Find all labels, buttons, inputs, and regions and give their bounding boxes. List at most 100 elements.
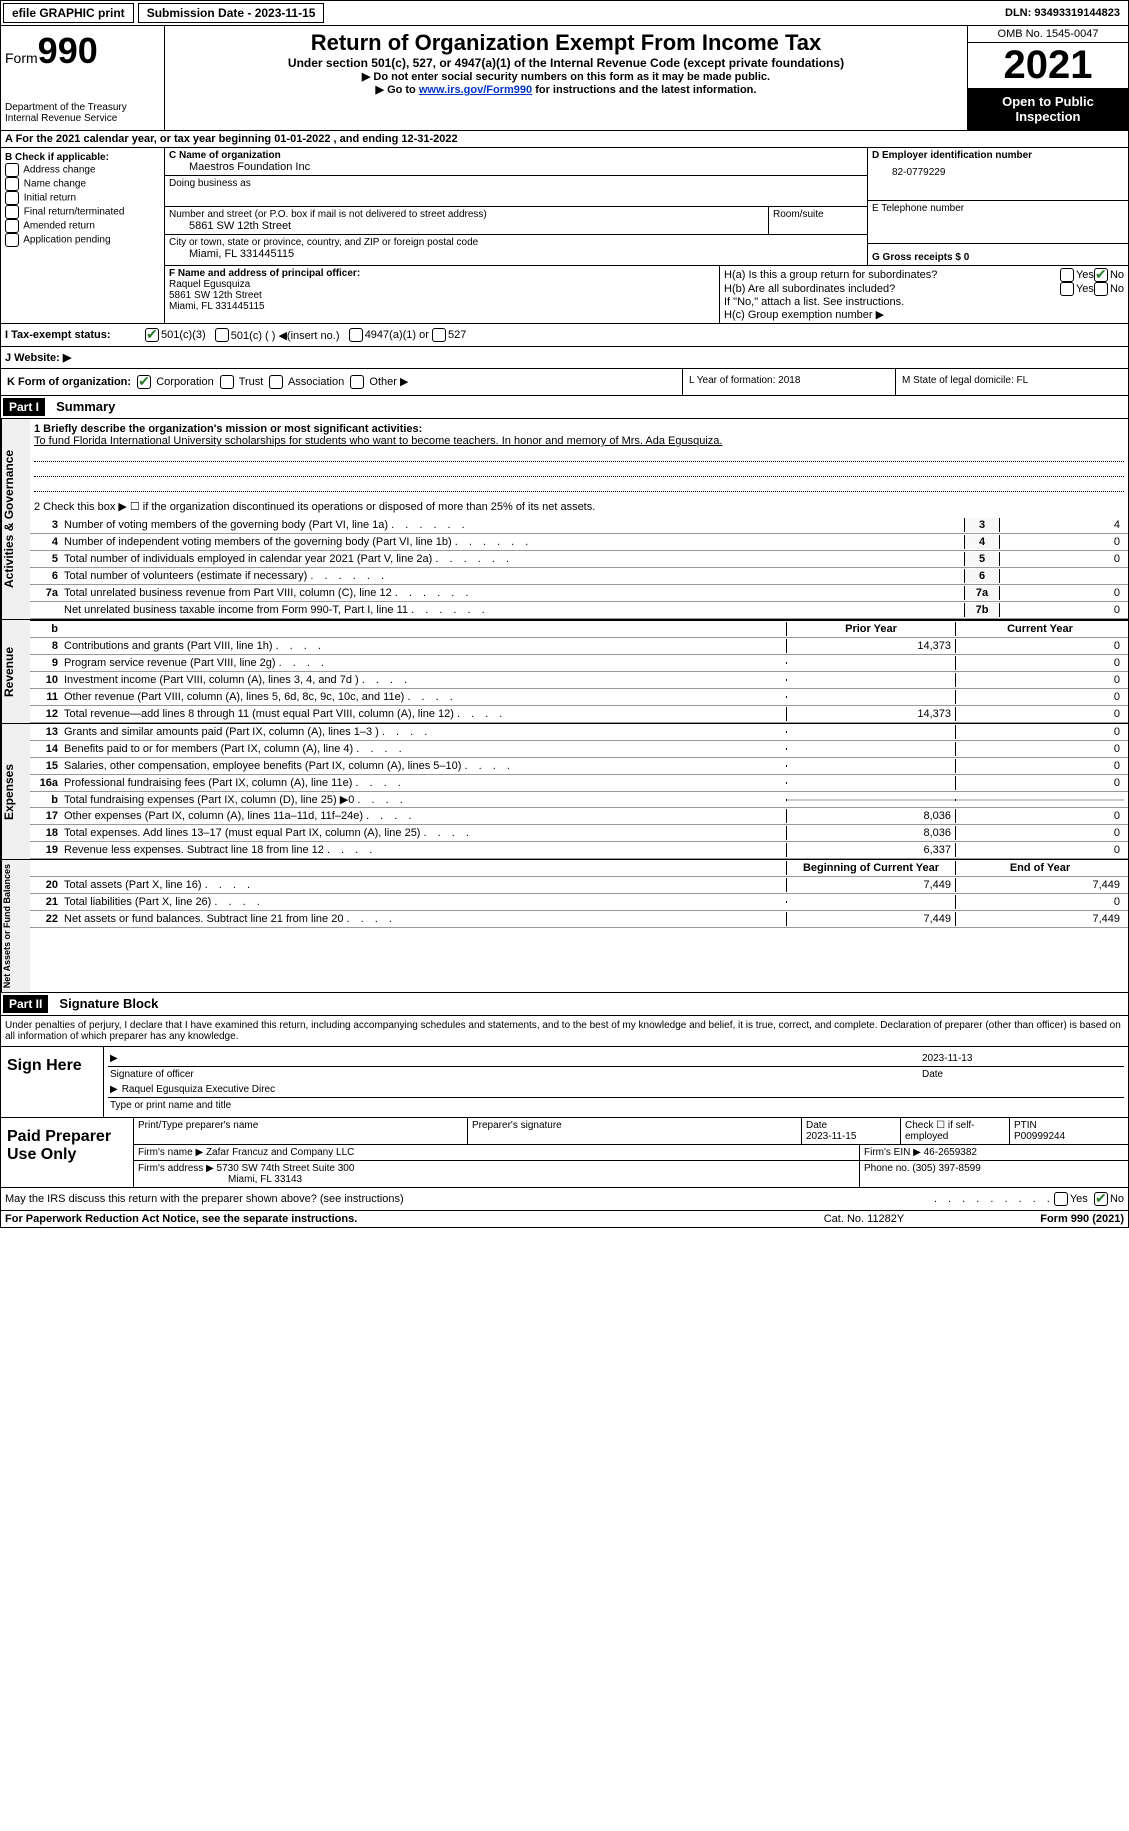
col-l: L Year of formation: 2018: [682, 369, 895, 395]
city-value: Miami, FL 331445115: [169, 248, 863, 260]
may-irs-no[interactable]: [1094, 1192, 1108, 1206]
checkbox-amended-return[interactable]: [5, 219, 19, 233]
hb-yes[interactable]: [1060, 282, 1074, 296]
check-self: Check ☐ if self-employed: [901, 1118, 1010, 1144]
prior-year-header: Prior Year: [786, 622, 955, 636]
part2-header-row: Part II Signature Block: [0, 993, 1129, 1016]
form-footer: Form 990 (2021): [964, 1213, 1124, 1225]
header-title: Return of Organization Exempt From Incom…: [169, 30, 963, 56]
may-irs-yes[interactable]: [1054, 1192, 1068, 1206]
irs-link[interactable]: www.irs.gov/Form990: [419, 84, 532, 96]
hc-label: H(c) Group exemption number ▶: [724, 308, 1124, 321]
may-irs-row: May the IRS discuss this return with the…: [0, 1188, 1129, 1211]
may-irs-text: May the IRS discuss this return with the…: [5, 1193, 934, 1205]
prep-name-label: Print/Type preparer's name: [134, 1118, 468, 1144]
line1-label: 1 Briefly describe the organization's mi…: [34, 423, 422, 435]
firm-ein: 46-2659382: [924, 1147, 977, 1158]
checkbox-initial-return[interactable]: [5, 191, 19, 205]
cb-association[interactable]: [269, 375, 283, 389]
checkbox-address-change[interactable]: [5, 163, 19, 177]
ha-yes[interactable]: [1060, 268, 1074, 282]
gross-receipts: G Gross receipts $ 0: [872, 252, 969, 263]
officer-label: F Name and address of principal officer:: [169, 268, 715, 279]
header-right: OMB No. 1545-0047 2021 Open to Public In…: [967, 26, 1128, 130]
col-c: C Name of organization Maestros Foundati…: [165, 148, 867, 265]
row-j: J Website: ▶: [0, 347, 1129, 369]
part1-title: Summary: [48, 399, 115, 414]
table-row: 9Program service revenue (Part VIII, lin…: [30, 655, 1128, 672]
header-note2: ▶ Go to www.irs.gov/Form990 for instruct…: [169, 83, 963, 96]
perjury-declaration: Under penalties of perjury, I declare th…: [0, 1016, 1129, 1047]
table-row: 16aProfessional fundraising fees (Part I…: [30, 775, 1128, 792]
table-row: 7aTotal unrelated business revenue from …: [30, 585, 1128, 602]
vtab-netassets: Net Assets or Fund Balances: [1, 860, 30, 992]
org-name: Maestros Foundation Inc: [169, 161, 863, 173]
prep-sig-label: Preparer's signature: [468, 1118, 802, 1144]
cb-4947[interactable]: [349, 328, 363, 342]
firm-name: Zafar Francuz and Company LLC: [206, 1147, 354, 1158]
table-row: Net unrelated business taxable income fr…: [30, 602, 1128, 619]
dln-label: DLN: 93493319144823: [997, 5, 1128, 21]
vtab-revenue: Revenue: [1, 620, 30, 723]
firm-addr: 5730 SW 74th Street Suite 300: [217, 1163, 355, 1174]
table-row: 10Investment income (Part VIII, column (…: [30, 672, 1128, 689]
row-klm: K Form of organization: Corporation Trus…: [0, 369, 1129, 396]
cb-corporation[interactable]: [137, 375, 151, 389]
cb-527[interactable]: [432, 328, 446, 342]
cb-trust[interactable]: [220, 375, 234, 389]
ein-value: 82-0779229: [872, 161, 1124, 178]
open-public-badge: Open to Public Inspection: [968, 88, 1128, 130]
checkbox-final-return[interactable]: [5, 205, 19, 219]
table-row: 3Number of voting members of the governi…: [30, 517, 1128, 534]
table-row: 6Total number of volunteers (estimate if…: [30, 568, 1128, 585]
header-mid: Return of Organization Exempt From Incom…: [165, 26, 967, 130]
sign-here-row: Sign Here 2023-11-13 Signature of office…: [0, 1047, 1129, 1118]
footer: For Paperwork Reduction Act Notice, see …: [0, 1211, 1129, 1228]
efile-print-button[interactable]: efile GRAPHIC print: [3, 3, 134, 23]
dba-label: Doing business as: [169, 178, 863, 189]
cb-501c3[interactable]: [145, 328, 159, 342]
topbar: efile GRAPHIC print Submission Date - 20…: [0, 0, 1129, 26]
table-row: bTotal fundraising expenses (Part IX, co…: [30, 792, 1128, 808]
checkbox-application-pending[interactable]: [5, 233, 19, 247]
hb-no[interactable]: [1094, 282, 1108, 296]
prep-date: 2023-11-15: [806, 1131, 856, 1142]
part1-badge: Part I: [3, 398, 45, 416]
table-row: 14Benefits paid to or for members (Part …: [30, 741, 1128, 758]
date-label: Date: [922, 1069, 1122, 1080]
ha-no[interactable]: [1094, 268, 1108, 282]
table-row: 20Total assets (Part X, line 16) . . . .…: [30, 877, 1128, 894]
ein-label: D Employer identification number: [872, 150, 1124, 161]
form-header: Form990 Department of the Treasury Inter…: [0, 26, 1129, 131]
header-left: Form990 Department of the Treasury Inter…: [1, 26, 165, 130]
part1-header-row: Part I Summary: [0, 396, 1129, 419]
officer-addr2: Miami, FL 331445115: [169, 301, 715, 312]
row-i: I Tax-exempt status: 501(c)(3) 501(c) ( …: [0, 324, 1129, 347]
header-subtitle: Under section 501(c), 527, or 4947(a)(1)…: [169, 56, 963, 70]
org-name-label: C Name of organization: [169, 150, 863, 161]
checkbox-name-change[interactable]: [5, 177, 19, 191]
part1-netassets: Net Assets or Fund Balances Beginning of…: [0, 860, 1129, 993]
part2-badge: Part II: [3, 995, 48, 1013]
hb-note: If "No," attach a list. See instructions…: [724, 296, 1124, 308]
firm-city: Miami, FL 33143: [138, 1174, 302, 1185]
cb-other[interactable]: [350, 375, 364, 389]
table-row: 8Contributions and grants (Part VIII, li…: [30, 638, 1128, 655]
vtab-governance: Activities & Governance: [1, 419, 30, 619]
section-b-through-g: B Check if applicable: Address change Na…: [0, 148, 1129, 324]
part1-expenses: Expenses 13Grants and similar amounts pa…: [0, 724, 1129, 860]
submission-date-button[interactable]: Submission Date - 2023-11-15: [138, 3, 325, 23]
col-b-label: B Check if applicable:: [5, 152, 160, 163]
cb-501c[interactable]: [215, 328, 229, 342]
addr-label: Number and street (or P.O. box if mail i…: [169, 209, 764, 220]
hb-label: H(b) Are all subordinates included?: [724, 283, 1060, 295]
col-m: M State of legal domicile: FL: [895, 369, 1128, 395]
row-a-tax-year: A For the 2021 calendar year, or tax yea…: [0, 131, 1129, 148]
phone-label: E Telephone number: [872, 203, 1124, 214]
form-prefix: Form: [5, 50, 38, 66]
officer-addr1: 5861 SW 12th Street: [169, 290, 715, 301]
sign-here-label: Sign Here: [1, 1047, 104, 1117]
col-c-d-e: C Name of organization Maestros Foundati…: [165, 148, 1128, 323]
vtab-expenses: Expenses: [1, 724, 30, 859]
pra-notice: For Paperwork Reduction Act Notice, see …: [5, 1213, 764, 1225]
